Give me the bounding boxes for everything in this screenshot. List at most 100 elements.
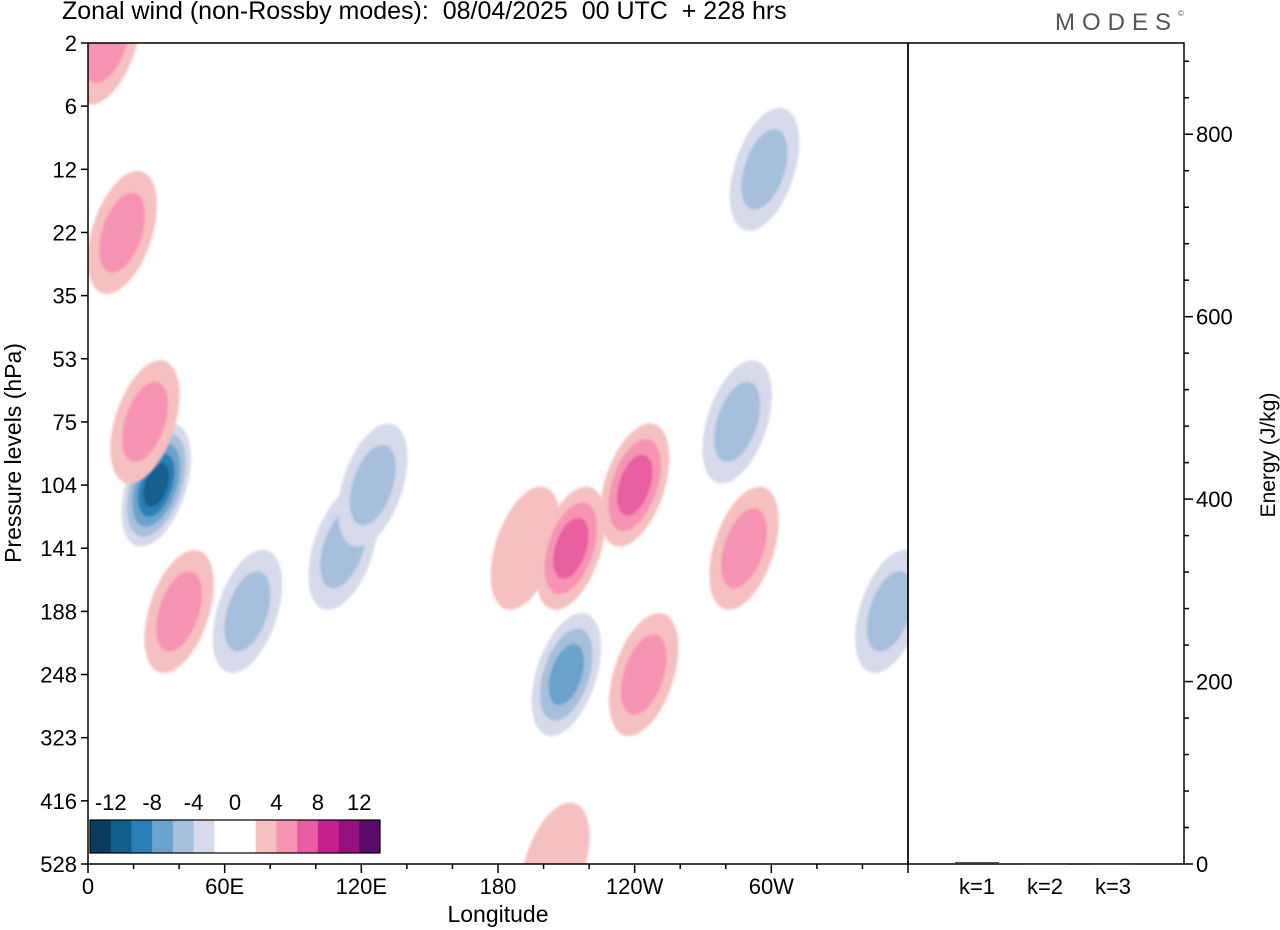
colorbar-label: 12 <box>347 790 371 815</box>
colorbar-label: 8 <box>312 790 324 815</box>
contour-band <box>721 508 767 589</box>
energy-tick-label: 800 <box>1196 122 1233 147</box>
colorbar <box>89 819 381 854</box>
x-axis-label: Longitude <box>447 901 548 927</box>
wind-field <box>88 43 908 864</box>
contour-band <box>548 643 585 706</box>
x-tick-label: 180 <box>480 874 517 899</box>
colorbar-label: -12 <box>95 790 127 815</box>
y-tick-label: 416 <box>40 789 77 814</box>
k-label: k=1 <box>959 874 995 899</box>
colorbar-labels: -12 -8 -4 0 4 8 12 <box>90 786 380 818</box>
energy-tick-label: 0 <box>1196 852 1208 877</box>
y-tick-label: 35 <box>53 284 77 309</box>
y-tick-label: 323 <box>40 726 77 751</box>
contour-band <box>520 802 590 864</box>
page-title: Zonal wind (non-Rossby modes): 08/04/202… <box>62 0 787 25</box>
energy-tick-label: 600 <box>1196 305 1233 330</box>
negative-wind-anomaly <box>531 612 602 737</box>
colorbar-swatch <box>214 820 236 853</box>
k-label: k=2 <box>1027 874 1063 899</box>
colorbar-frame <box>89 819 381 854</box>
contour-band <box>866 571 908 652</box>
negative-wind-anomaly <box>338 423 408 547</box>
colorbar-swatch <box>110 820 132 853</box>
wavenumber-axis: k=1 k=2 k=3 <box>959 874 1131 899</box>
x-tick-label: 0 <box>82 874 94 899</box>
y-tick-label: 75 <box>53 410 77 435</box>
colorbar-label-backdrop <box>90 786 380 818</box>
positive-wind-anomaly <box>599 423 670 547</box>
colorbar-swatch <box>359 820 381 853</box>
contour-band <box>616 454 653 516</box>
colorbar-swatch <box>172 820 195 853</box>
positive-wind-anomaly <box>88 170 157 295</box>
colorbar-swatch <box>276 820 298 853</box>
negative-wind-anomaly <box>702 360 772 484</box>
positive-wind-anomaly <box>536 486 606 610</box>
contour-band <box>88 43 130 84</box>
colorbar-label: 4 <box>270 790 282 815</box>
energy-bar <box>1091 863 1135 865</box>
positive-wind-anomaly <box>144 549 214 673</box>
contour-band <box>99 192 146 273</box>
contour-band <box>553 517 589 579</box>
contour-band <box>620 634 667 715</box>
modes-logo: MODES© <box>1055 9 1184 36</box>
y-tick-label: 53 <box>53 347 77 372</box>
positive-wind-anomaly <box>520 802 590 864</box>
x-tick-label: 120W <box>606 874 664 899</box>
x-tick-label: 60E <box>205 874 244 899</box>
pressure-axis: 2 6 12 22 35 53 75 104 141 188 248 323 416 528 <box>40 31 88 877</box>
contour-band <box>349 444 396 526</box>
negative-wind-anomaly <box>729 107 800 231</box>
y-tick-label: 6 <box>65 94 77 119</box>
y-tick-label: 12 <box>53 157 77 182</box>
colorbar-swatch <box>131 820 153 853</box>
positive-wind-anomaly <box>709 486 779 610</box>
energy-bars <box>955 862 1135 865</box>
contour-band <box>741 129 788 210</box>
y-tick-label: 188 <box>40 599 77 624</box>
colorbar-swatch <box>317 820 340 853</box>
longitude-axis: 0 60E 120E 180 120W 60W <box>82 864 909 899</box>
k-label: k=3 <box>1095 874 1131 899</box>
energy-axis: 0 200 400 600 800 <box>1184 60 1233 877</box>
positive-wind-anomaly <box>88 43 141 105</box>
x-tick-label: 60W <box>749 874 794 899</box>
colorbar-swatch <box>152 820 174 853</box>
energy-bar <box>1023 863 1067 865</box>
negative-wind-anomaly <box>212 549 283 673</box>
energy-axis-label: Energy (J/kg) <box>1257 393 1280 518</box>
contour-band <box>156 571 203 652</box>
y-tick-label: 2 <box>65 31 77 56</box>
colorbar-swatch <box>193 820 215 853</box>
energy-tick-label: 400 <box>1196 487 1233 512</box>
y-tick-label: 248 <box>40 663 77 688</box>
y-tick-label: 528 <box>40 852 77 877</box>
colorbar-label: 0 <box>229 790 241 815</box>
positive-wind-anomaly <box>609 612 679 737</box>
colorbar-swatch <box>255 820 277 853</box>
energy-bar <box>955 862 999 864</box>
energy-tick-label: 200 <box>1196 670 1233 695</box>
x-tick-label: 120E <box>336 874 387 899</box>
colorbar-swatch <box>297 820 319 853</box>
negative-wind-anomaly <box>855 549 908 673</box>
contour-band <box>121 381 168 463</box>
contour-band <box>714 381 761 463</box>
positive-wind-anomaly <box>110 360 180 484</box>
energy-frame <box>907 42 1185 865</box>
contour-band <box>143 463 170 507</box>
colorbar-label: -4 <box>184 790 204 815</box>
colorbar-swatch <box>338 820 360 853</box>
y-tick-label: 104 <box>40 473 77 498</box>
y-tick-label: 22 <box>53 220 77 245</box>
colorbar-swatch <box>90 820 112 853</box>
contour-band <box>224 571 271 652</box>
y-axis-label: Pressure levels (hPa) <box>0 343 26 563</box>
y-tick-label: 141 <box>40 536 77 561</box>
colorbar-swatch <box>235 820 257 853</box>
colorbar-label: -8 <box>142 790 162 815</box>
